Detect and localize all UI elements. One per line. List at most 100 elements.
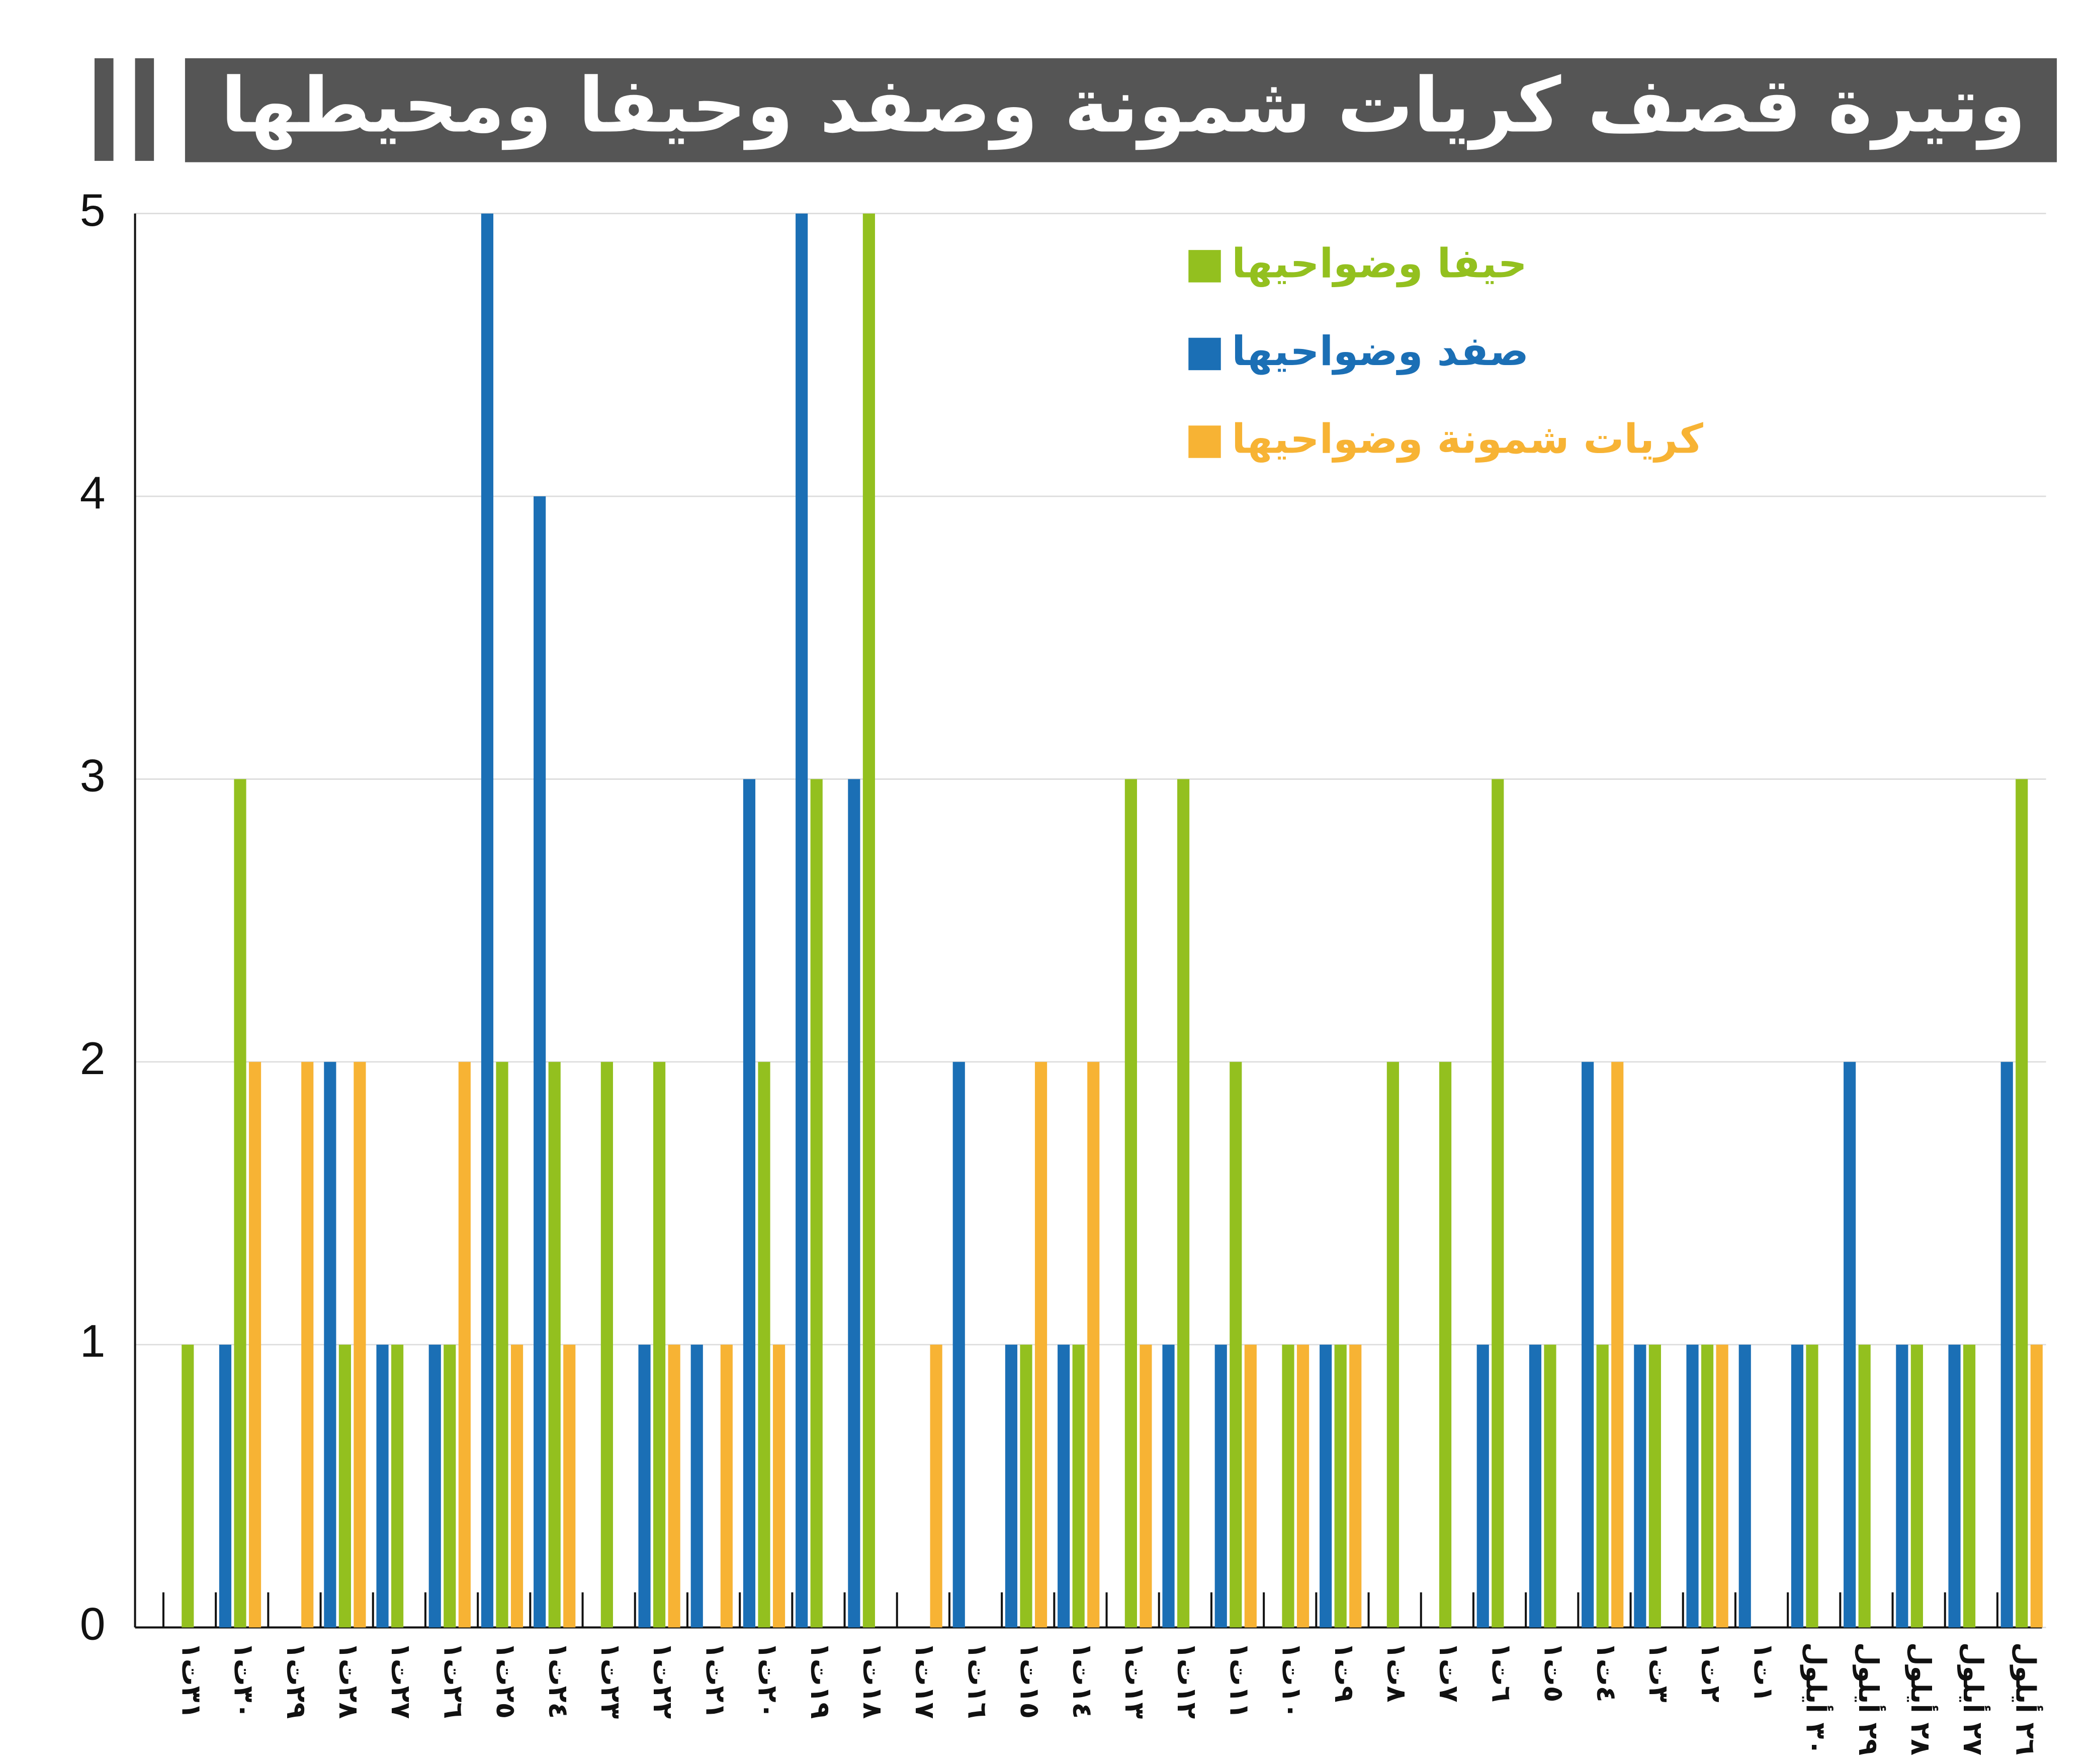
legend-label: حيفا وضواحيها: [1232, 239, 1527, 287]
bar: [428, 1345, 441, 1628]
bar: [1058, 1345, 1070, 1628]
bar: [690, 1345, 703, 1628]
y-tick-label: 4: [80, 467, 106, 518]
x-tick-label: ٢٠ت١: [752, 1642, 784, 1719]
x-tick-label: ٣٠ أيلول: [1800, 1642, 1834, 1755]
bar: [1492, 779, 1504, 1628]
bar: [2016, 779, 2028, 1628]
x-tick-label: ١٦ت١: [962, 1642, 993, 1719]
bar: [1072, 1345, 1085, 1628]
bar: [1230, 1062, 1242, 1628]
bar: [1791, 1345, 1804, 1628]
x-tick-label: ٢٦ت١: [438, 1642, 469, 1719]
bar: [1544, 1345, 1556, 1628]
bar: [391, 1345, 404, 1628]
bar: [510, 1345, 523, 1628]
bar: [2000, 1062, 2013, 1628]
bar: [1177, 779, 1190, 1628]
x-tick-label: ٨ت١: [1381, 1642, 1413, 1703]
bar: [1282, 1345, 1294, 1628]
bar: [1320, 1345, 1332, 1628]
y-tick-label: 3: [80, 750, 106, 801]
bar: [1963, 1345, 1976, 1628]
x-tick-label: ٣ت١: [1643, 1642, 1675, 1703]
bar: [1910, 1345, 1923, 1628]
bar: [234, 779, 246, 1628]
bar: [796, 213, 808, 1628]
bar: [1140, 1345, 1152, 1628]
bar: [1858, 1345, 1871, 1628]
bar: [862, 213, 875, 1628]
bar: [1738, 1345, 1751, 1628]
x-tick-label: ١٠ت١: [1276, 1642, 1308, 1719]
bar: [219, 1345, 232, 1628]
bar: [758, 1062, 770, 1628]
bar: [301, 1062, 314, 1628]
bar: [1349, 1345, 1362, 1628]
bar: [1529, 1345, 1542, 1628]
x-tick-label: ١٢ت١: [1171, 1642, 1203, 1719]
y-tick-label: 0: [80, 1599, 106, 1650]
bar: [1214, 1345, 1227, 1628]
bar: [324, 1062, 336, 1628]
bar: [1476, 1345, 1489, 1628]
bar: [1716, 1345, 1728, 1628]
bar: [1844, 1062, 1856, 1628]
title-decor: [94, 58, 114, 161]
x-tick-label: ٢٢ت١: [647, 1642, 679, 1719]
bar: [668, 1345, 680, 1628]
x-tick-label: ٥ت١: [1538, 1642, 1570, 1703]
bar: [1686, 1345, 1699, 1628]
y-tick-label: 2: [80, 1033, 106, 1084]
bar: [444, 1345, 456, 1628]
bar: [534, 496, 546, 1628]
bar: [1806, 1345, 1818, 1628]
x-tick-label: ١٨ت١: [857, 1642, 889, 1719]
x-tick-label: ٢٩ت١: [281, 1642, 312, 1719]
title-decor: [135, 58, 154, 161]
bar: [952, 1062, 965, 1628]
title-bar: [185, 58, 2057, 162]
bar: [354, 1062, 366, 1628]
y-tick-label: 1: [80, 1315, 106, 1367]
bar: [743, 779, 756, 1628]
bar: [1582, 1062, 1594, 1628]
bar: [248, 1062, 261, 1628]
bar: [810, 779, 823, 1628]
bar: [720, 1345, 733, 1628]
bar: [376, 1345, 389, 1628]
bar: [1244, 1345, 1257, 1628]
bar: [481, 213, 494, 1628]
x-tick-label: ٢٥ت١: [490, 1642, 522, 1719]
bar: [653, 1062, 666, 1628]
bar: [182, 1345, 194, 1628]
bar: [563, 1345, 576, 1628]
bar: [2030, 1345, 2043, 1628]
x-tick-label: ١٥ت١: [1014, 1642, 1046, 1719]
bar: [1162, 1345, 1175, 1628]
x-tick-label: ١١ت١: [1224, 1642, 1255, 1719]
y-tick-label: 5: [80, 185, 106, 236]
x-tick-label: ٢ت١: [1695, 1642, 1727, 1703]
legend-label: كريات شمونة وضواحيها: [1232, 415, 1703, 463]
x-tick-label: ٦ت١: [1486, 1642, 1517, 1703]
x-tick-label: ٩ت١: [1329, 1642, 1360, 1703]
bar: [1611, 1062, 1624, 1628]
x-tick-label: ١٩ت١: [805, 1642, 836, 1719]
bar: [548, 1062, 561, 1628]
bar: [338, 1345, 351, 1628]
x-tick-label: ٣١ت١: [176, 1642, 207, 1719]
bar: [1124, 779, 1137, 1628]
x-tick-label: ٤ت١: [1591, 1642, 1622, 1703]
bar: [1439, 1062, 1452, 1628]
x-tick-label: ٢٨ت١: [333, 1642, 365, 1719]
bar: [600, 1062, 613, 1628]
bar: [1648, 1345, 1661, 1628]
x-tick-label: ٢٨ أيلول: [1905, 1642, 1939, 1755]
legend-swatch: [1188, 250, 1221, 283]
x-tick-label: ١٤ت١: [1067, 1642, 1098, 1719]
bar: [1596, 1345, 1609, 1628]
x-tick-label: ٢٩ أيلول: [1853, 1642, 1886, 1755]
bar: [848, 779, 860, 1628]
